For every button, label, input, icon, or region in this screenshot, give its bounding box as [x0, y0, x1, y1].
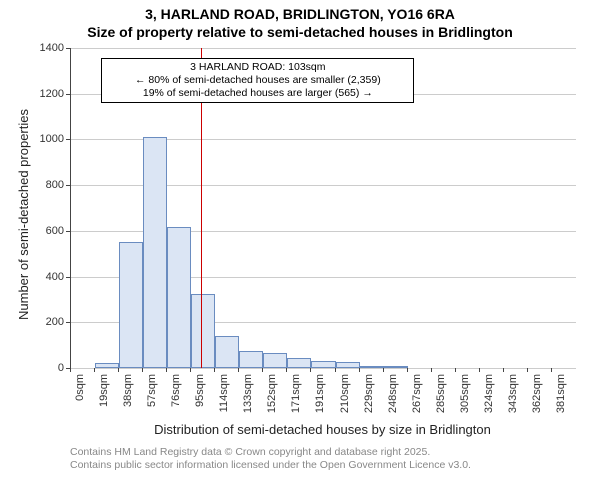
footer-line-2: Contains public sector information licen…: [70, 459, 471, 472]
y-tick-label: 600: [0, 225, 64, 237]
x-tick-mark: [118, 368, 119, 372]
title-line-1: 3, HARLAND ROAD, BRIDLINGTON, YO16 6RA: [0, 6, 600, 24]
x-tick-mark: [335, 368, 336, 372]
x-tick-label: 171sqm: [290, 374, 302, 413]
annotation-line: 19% of semi-detached houses are larger (…: [106, 87, 409, 100]
x-tick-mark: [383, 368, 384, 372]
y-tick-label: 200: [0, 316, 64, 328]
histogram-bar: [360, 366, 384, 368]
x-tick-label: 381sqm: [555, 374, 567, 413]
histogram-bar: [336, 362, 360, 368]
x-tick-mark: [551, 368, 552, 372]
chart-title: 3, HARLAND ROAD, BRIDLINGTON, YO16 6RA S…: [0, 0, 600, 41]
x-tick-mark: [407, 368, 408, 372]
annotation-box: 3 HARLAND ROAD: 103sqm← 80% of semi-deta…: [101, 58, 414, 103]
x-tick-label: 152sqm: [266, 374, 278, 413]
x-tick-label: 210sqm: [339, 374, 351, 413]
x-tick-label: 305sqm: [459, 374, 471, 413]
histogram-bar: [167, 227, 191, 368]
plot-area: 3 HARLAND ROAD: 103sqm← 80% of semi-deta…: [70, 48, 576, 369]
x-tick-label: 229sqm: [363, 374, 375, 413]
x-tick-mark: [479, 368, 480, 372]
annotation-line: ← 80% of semi-detached houses are smalle…: [106, 74, 409, 87]
footer-line-1: Contains HM Land Registry data © Crown c…: [70, 446, 471, 459]
histogram-bar: [215, 336, 239, 368]
x-tick-mark: [262, 368, 263, 372]
x-tick-label: 191sqm: [314, 374, 326, 413]
histogram-bar: [311, 361, 335, 368]
x-tick-label: 19sqm: [98, 374, 110, 407]
x-tick-mark: [94, 368, 95, 372]
histogram-bar: [239, 351, 263, 368]
x-tick-label: 285sqm: [435, 374, 447, 413]
x-tick-label: 324sqm: [483, 374, 495, 413]
x-tick-mark: [214, 368, 215, 372]
x-tick-label: 133sqm: [242, 374, 254, 413]
x-tick-mark: [527, 368, 528, 372]
x-tick-label: 343sqm: [507, 374, 519, 413]
x-tick-label: 0sqm: [74, 374, 86, 401]
y-tick-label: 400: [0, 271, 64, 283]
x-tick-label: 362sqm: [531, 374, 543, 413]
chart-container: 3, HARLAND ROAD, BRIDLINGTON, YO16 6RA S…: [0, 0, 600, 500]
x-tick-mark: [70, 368, 71, 372]
grid-line: [71, 368, 576, 369]
y-tick-label: 1000: [0, 133, 64, 145]
histogram-bar: [119, 242, 143, 368]
x-tick-mark: [310, 368, 311, 372]
x-tick-label: 114sqm: [218, 374, 230, 412]
x-tick-label: 38sqm: [122, 374, 134, 407]
x-axis-label: Distribution of semi-detached houses by …: [70, 422, 575, 437]
chart-footer: Contains HM Land Registry data © Crown c…: [70, 446, 471, 472]
x-tick-mark: [503, 368, 504, 372]
annotation-line: 3 HARLAND ROAD: 103sqm: [106, 61, 409, 74]
histogram-bar: [95, 363, 119, 368]
x-tick-label: 248sqm: [387, 374, 399, 413]
title-line-2: Size of property relative to semi-detach…: [0, 24, 600, 42]
x-tick-mark: [190, 368, 191, 372]
histogram-bar: [287, 358, 311, 368]
histogram-bar: [384, 366, 408, 368]
x-tick-mark: [142, 368, 143, 372]
x-tick-mark: [286, 368, 287, 372]
x-tick-mark: [431, 368, 432, 372]
x-tick-mark: [166, 368, 167, 372]
y-tick-label: 800: [0, 179, 64, 191]
x-tick-mark: [359, 368, 360, 372]
y-tick-label: 1200: [0, 88, 64, 100]
histogram-bar: [263, 353, 287, 368]
x-tick-mark: [238, 368, 239, 372]
x-tick-label: 95sqm: [194, 374, 206, 407]
histogram-bar: [191, 294, 215, 368]
histogram-bar: [143, 137, 167, 368]
x-tick-label: 76sqm: [170, 374, 182, 407]
grid-line: [71, 48, 576, 49]
y-tick-label: 0: [0, 362, 64, 374]
x-tick-mark: [455, 368, 456, 372]
x-tick-label: 267sqm: [411, 374, 423, 413]
x-tick-label: 57sqm: [146, 374, 158, 407]
y-tick-label: 1400: [0, 42, 64, 54]
